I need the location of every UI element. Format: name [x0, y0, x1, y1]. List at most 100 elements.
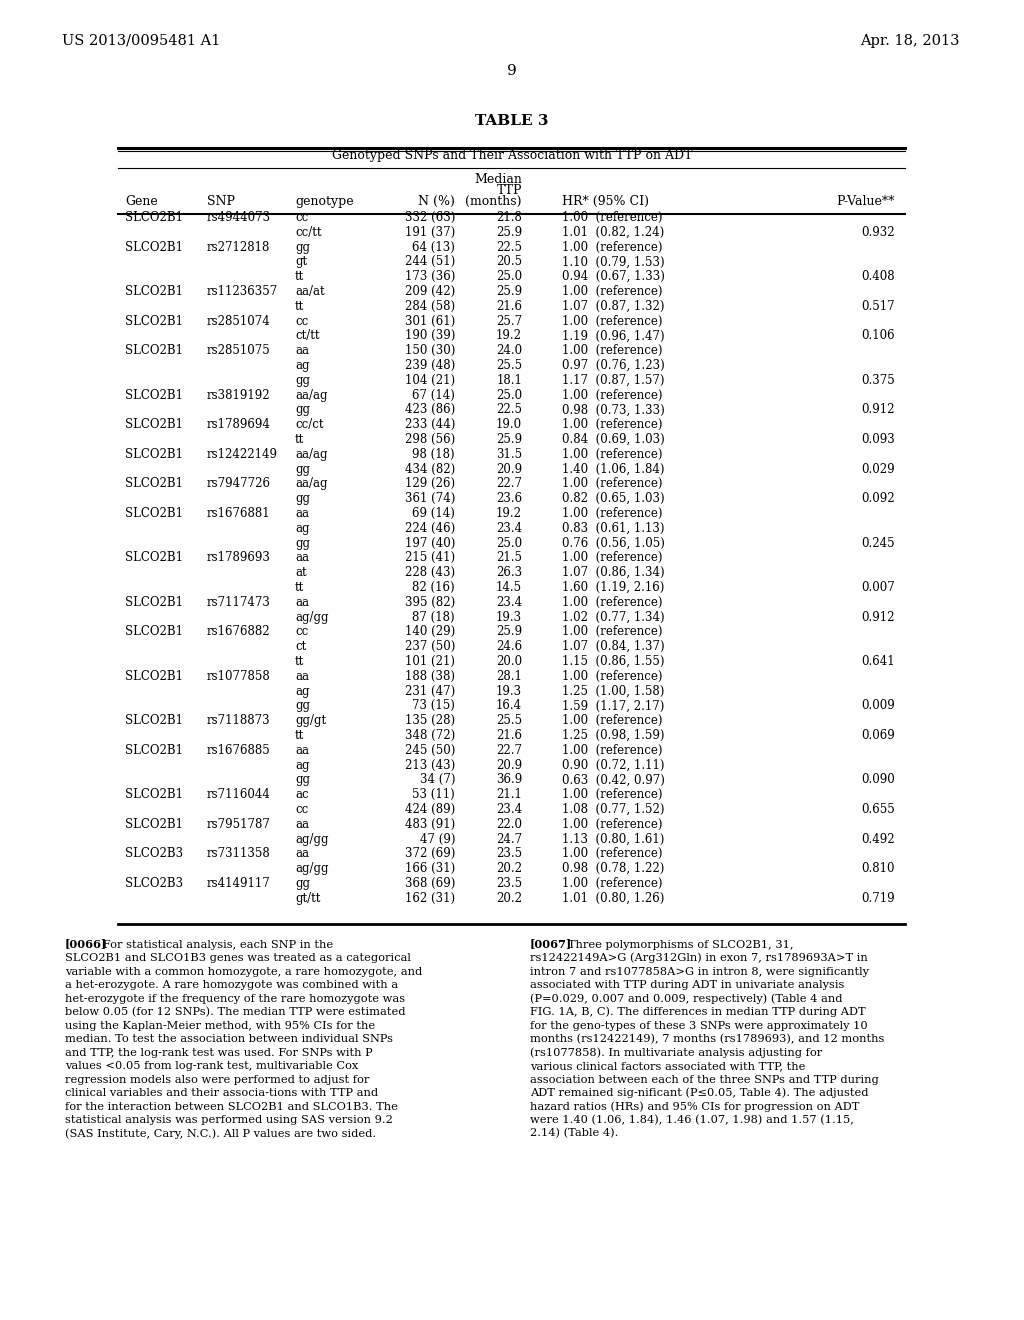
Text: 82 (16): 82 (16) [413, 581, 455, 594]
Text: 24.0: 24.0 [496, 345, 522, 358]
Text: 0.719: 0.719 [861, 892, 895, 904]
Text: months (rs12422149), 7 months (rs1789693), and 12 months: months (rs12422149), 7 months (rs1789693… [530, 1034, 885, 1044]
Text: 25.0: 25.0 [496, 537, 522, 549]
Text: 0.641: 0.641 [861, 655, 895, 668]
Text: (SAS Institute, Cary, N.C.). All P values are two sided.: (SAS Institute, Cary, N.C.). All P value… [65, 1129, 376, 1139]
Text: gg: gg [295, 876, 310, 890]
Text: 28.1: 28.1 [496, 669, 522, 682]
Text: 372 (69): 372 (69) [404, 847, 455, 861]
Text: 0.97  (0.76, 1.23): 0.97 (0.76, 1.23) [562, 359, 665, 372]
Text: 19.2: 19.2 [496, 330, 522, 342]
Text: variable with a common homozygote, a rare homozygote, and: variable with a common homozygote, a rar… [65, 966, 422, 977]
Text: SLCO2B1: SLCO2B1 [125, 788, 183, 801]
Text: rs1676881: rs1676881 [207, 507, 270, 520]
Text: cc: cc [295, 626, 308, 639]
Text: 25.9: 25.9 [496, 433, 522, 446]
Text: 1.00  (reference): 1.00 (reference) [562, 818, 663, 830]
Text: 1.19  (0.96, 1.47): 1.19 (0.96, 1.47) [562, 330, 665, 342]
Text: aa: aa [295, 552, 309, 565]
Text: 1.00  (reference): 1.00 (reference) [562, 285, 663, 298]
Text: SLCO2B1: SLCO2B1 [125, 285, 183, 298]
Text: rs11236357: rs11236357 [207, 285, 279, 298]
Text: aa: aa [295, 847, 309, 861]
Text: TABLE 3: TABLE 3 [475, 114, 549, 128]
Text: 19.3: 19.3 [496, 611, 522, 623]
Text: 197 (40): 197 (40) [404, 537, 455, 549]
Text: 213 (43): 213 (43) [404, 759, 455, 772]
Text: 434 (82): 434 (82) [404, 462, 455, 475]
Text: 1.01  (0.80, 1.26): 1.01 (0.80, 1.26) [562, 892, 665, 904]
Text: 239 (48): 239 (48) [404, 359, 455, 372]
Text: associated with TTP during ADT in univariate analysis: associated with TTP during ADT in univar… [530, 979, 845, 990]
Text: 2.14) (Table 4).: 2.14) (Table 4). [530, 1129, 618, 1139]
Text: 0.092: 0.092 [861, 492, 895, 506]
Text: 24.6: 24.6 [496, 640, 522, 653]
Text: 0.090: 0.090 [861, 774, 895, 787]
Text: 332 (63): 332 (63) [404, 211, 455, 224]
Text: gg: gg [295, 700, 310, 713]
Text: 1.60  (1.19, 2.16): 1.60 (1.19, 2.16) [562, 581, 665, 594]
Text: 0.106: 0.106 [861, 330, 895, 342]
Text: (months): (months) [466, 195, 522, 209]
Text: (rs1077858). In multivariate analysis adjusting for: (rs1077858). In multivariate analysis ad… [530, 1047, 822, 1057]
Text: 0.63  (0.42, 0.97): 0.63 (0.42, 0.97) [562, 774, 665, 787]
Text: 1.07  (0.87, 1.32): 1.07 (0.87, 1.32) [562, 300, 665, 313]
Text: 1.07  (0.86, 1.34): 1.07 (0.86, 1.34) [562, 566, 665, 579]
Text: association between each of the three SNPs and TTP during: association between each of the three SN… [530, 1074, 879, 1085]
Text: 20.0: 20.0 [496, 655, 522, 668]
Text: for the geno-types of these 3 SNPs were approximately 10: for the geno-types of these 3 SNPs were … [530, 1020, 867, 1031]
Text: rs1676882: rs1676882 [207, 626, 270, 639]
Text: 368 (69): 368 (69) [404, 876, 455, 890]
Text: 23.5: 23.5 [496, 876, 522, 890]
Text: cc/ct: cc/ct [295, 418, 324, 432]
Text: 21.6: 21.6 [496, 729, 522, 742]
Text: 1.00  (reference): 1.00 (reference) [562, 876, 663, 890]
Text: 20.9: 20.9 [496, 759, 522, 772]
Text: cc: cc [295, 314, 308, 327]
Text: 361 (74): 361 (74) [404, 492, 455, 506]
Text: were 1.40 (1.06, 1.84), 1.46 (1.07, 1.98) and 1.57 (1.15,: were 1.40 (1.06, 1.84), 1.46 (1.07, 1.98… [530, 1115, 854, 1125]
Text: 1.17  (0.87, 1.57): 1.17 (0.87, 1.57) [562, 374, 665, 387]
Text: 0.84  (0.69, 1.03): 0.84 (0.69, 1.03) [562, 433, 665, 446]
Text: 1.00  (reference): 1.00 (reference) [562, 418, 663, 432]
Text: SLCO2B3: SLCO2B3 [125, 847, 183, 861]
Text: SLCO2B1: SLCO2B1 [125, 345, 183, 358]
Text: 348 (72): 348 (72) [404, 729, 455, 742]
Text: 1.00  (reference): 1.00 (reference) [562, 478, 663, 491]
Text: SLCO2B1: SLCO2B1 [125, 507, 183, 520]
Text: rs7116044: rs7116044 [207, 788, 271, 801]
Text: SLCO2B1: SLCO2B1 [125, 714, 183, 727]
Text: cc: cc [295, 211, 308, 224]
Text: P-Value**: P-Value** [837, 195, 895, 209]
Text: 166 (31): 166 (31) [404, 862, 455, 875]
Text: 26.3: 26.3 [496, 566, 522, 579]
Text: various clinical factors associated with TTP, the: various clinical factors associated with… [530, 1061, 805, 1071]
Text: SLCO2B1: SLCO2B1 [125, 626, 183, 639]
Text: 0.83  (0.61, 1.13): 0.83 (0.61, 1.13) [562, 521, 665, 535]
Text: 18.1: 18.1 [496, 374, 522, 387]
Text: 0.932: 0.932 [861, 226, 895, 239]
Text: 20.2: 20.2 [496, 892, 522, 904]
Text: SNP: SNP [207, 195, 234, 209]
Text: ag: ag [295, 521, 309, 535]
Text: 301 (61): 301 (61) [404, 314, 455, 327]
Text: aa/ag: aa/ag [295, 447, 328, 461]
Text: 1.02  (0.77, 1.34): 1.02 (0.77, 1.34) [562, 611, 665, 623]
Text: 135 (28): 135 (28) [404, 714, 455, 727]
Text: ag: ag [295, 685, 309, 697]
Text: 298 (56): 298 (56) [404, 433, 455, 446]
Text: rs1789694: rs1789694 [207, 418, 271, 432]
Text: 395 (82): 395 (82) [404, 595, 455, 609]
Text: 1.07  (0.84, 1.37): 1.07 (0.84, 1.37) [562, 640, 665, 653]
Text: 244 (51): 244 (51) [404, 255, 455, 268]
Text: 0.408: 0.408 [861, 271, 895, 284]
Text: 1.00  (reference): 1.00 (reference) [562, 314, 663, 327]
Text: 1.10  (0.79, 1.53): 1.10 (0.79, 1.53) [562, 255, 665, 268]
Text: 67 (14): 67 (14) [412, 388, 455, 401]
Text: 24.7: 24.7 [496, 833, 522, 846]
Text: 191 (37): 191 (37) [404, 226, 455, 239]
Text: rs7118873: rs7118873 [207, 714, 270, 727]
Text: 1.00  (reference): 1.00 (reference) [562, 240, 663, 253]
Text: rs3819192: rs3819192 [207, 388, 270, 401]
Text: 140 (29): 140 (29) [404, 626, 455, 639]
